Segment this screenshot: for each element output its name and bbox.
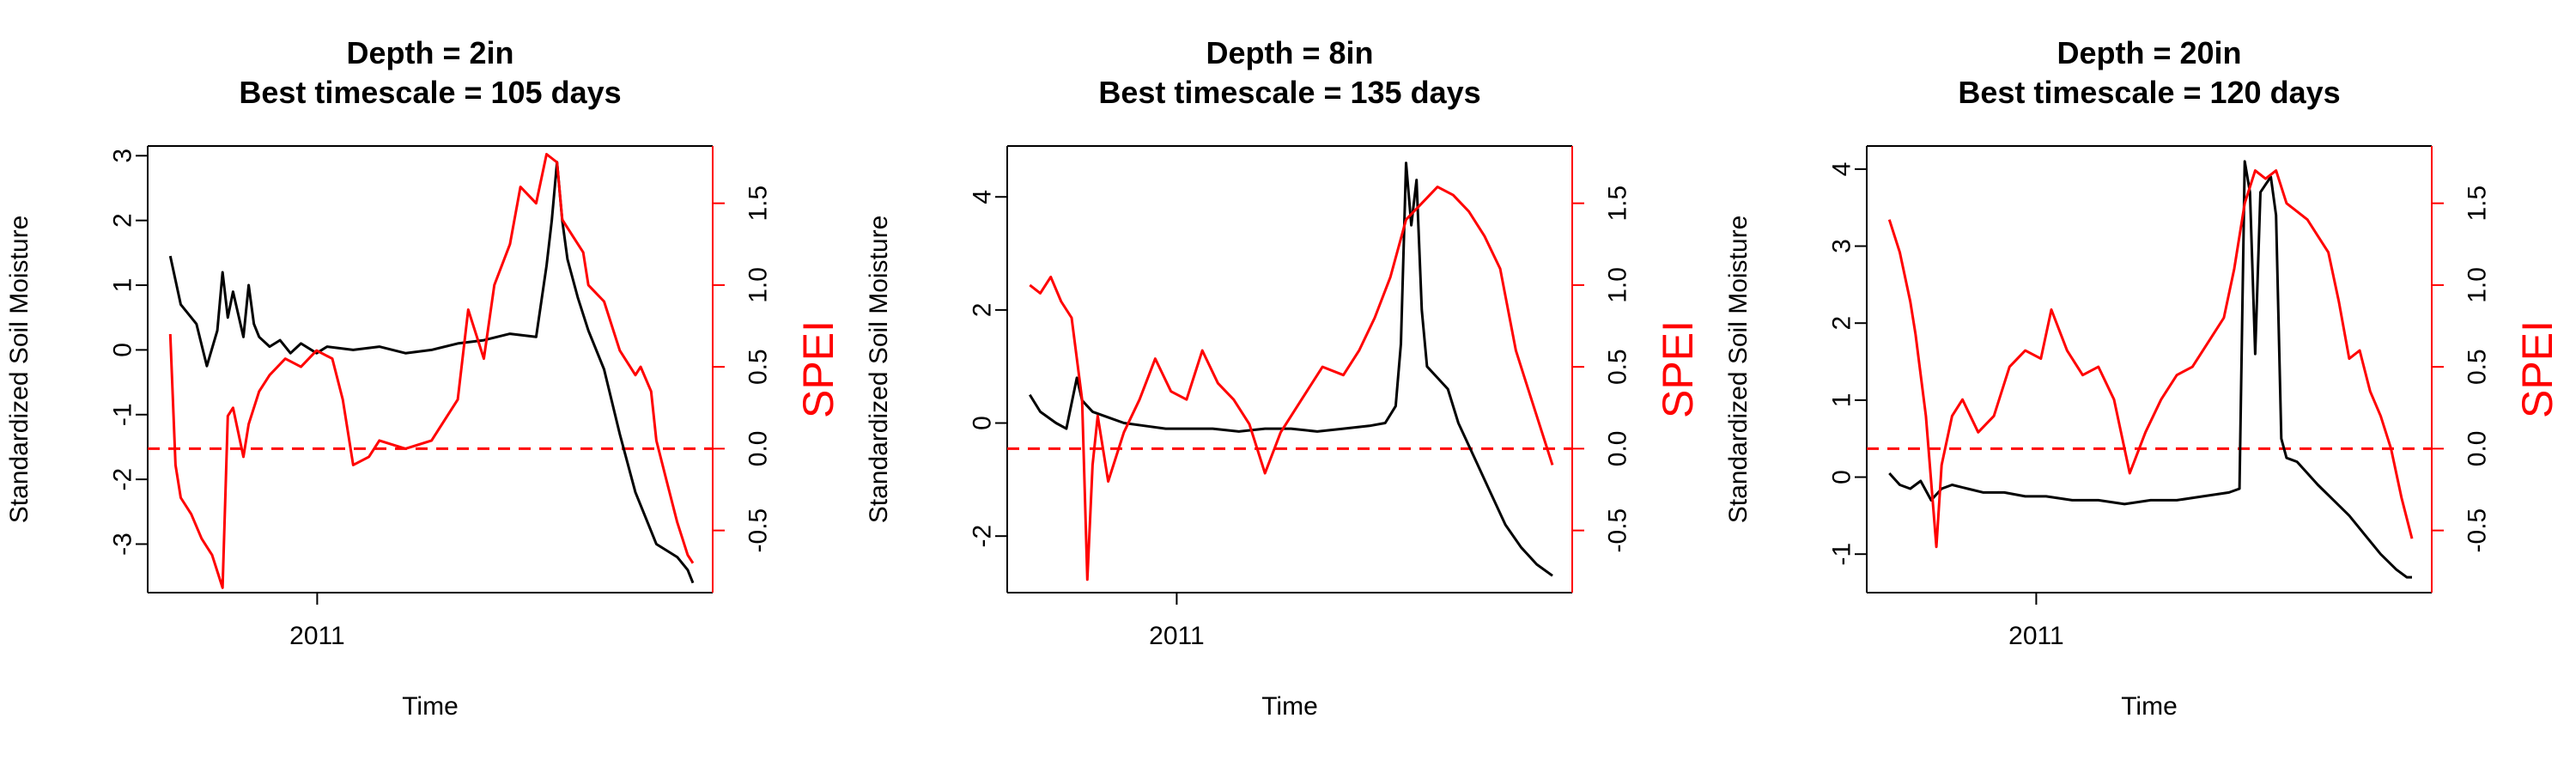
- y-tick-label-left: 4: [1828, 162, 1856, 177]
- y-axis-label-right: SPEI: [1654, 320, 1702, 418]
- y-tick-label-left: 3: [109, 149, 137, 163]
- y-axis-label-right: SPEI: [2513, 320, 2561, 418]
- y-tick-label-left: 3: [1828, 239, 1856, 253]
- chart-panel-2: Depth = 8in Best timescale = 135 days -2 0 2…: [865, 35, 1702, 721]
- chart-title-line: Best timescale = 105 days: [239, 75, 621, 110]
- soil-moisture-series-line: [1029, 161, 1553, 577]
- y-tick-label-right: 1.5: [2464, 186, 2492, 222]
- y-axis-label-left: Standardized Soil Moisture: [1724, 216, 1753, 524]
- y-tick-label-left: 0: [969, 416, 997, 430]
- chart-title-line: Depth = 20in: [2057, 35, 2241, 70]
- y-tick-label-left: 0: [109, 343, 137, 357]
- y-tick-label-right: 0.0: [1604, 431, 1632, 467]
- y-tick-label-right: 0.0: [744, 431, 773, 467]
- spei-series-line: [1887, 169, 2414, 549]
- chart-panel-3: Depth = 20in Best timescale = 120 days -1 0…: [1724, 35, 2561, 721]
- chart-title-line: Depth = 2in: [346, 35, 513, 70]
- y-axis-label-right: SPEI: [794, 320, 842, 418]
- y-tick-label-left: -3: [109, 533, 137, 556]
- x-axis-label: Time: [2121, 692, 2178, 721]
- spei-series-line: [1029, 186, 1554, 581]
- y-tick-label-left: 2: [109, 213, 137, 228]
- x-axis-label: Time: [402, 692, 459, 721]
- y-tick-label-right: 0.5: [2464, 349, 2492, 385]
- spei-series-line: [168, 153, 695, 589]
- y-tick-label-left: 4: [969, 190, 997, 204]
- y-tick-label-right: -0.5: [744, 508, 773, 553]
- y-axis-label-left: Standardized Soil Moisture: [5, 216, 33, 524]
- chart-title-line: Depth = 8in: [1206, 35, 1373, 70]
- y-tick-label-left: 1: [1828, 393, 1856, 408]
- x-axis-label: Time: [1261, 692, 1318, 721]
- x-tick-label: 2011: [289, 622, 345, 650]
- y-tick-label-right: 1.5: [744, 186, 773, 222]
- y-tick-label-right: 1.5: [1604, 186, 1632, 222]
- chart-panel-1: Depth = 2in Best timescale = 105 days -3 -2…: [5, 35, 842, 721]
- y-tick-label-left: 1: [109, 278, 137, 293]
- chart-title-line: Best timescale = 120 days: [1958, 75, 2340, 110]
- y-tick-label-right: 1.0: [1604, 267, 1632, 303]
- y-tick-label-left: -2: [109, 468, 137, 491]
- y-tick-label-right: 0.0: [2464, 431, 2492, 467]
- y-tick-label-left: 0: [1828, 470, 1856, 484]
- y-tick-label-right: 0.5: [744, 349, 773, 385]
- y-tick-label-right: -0.5: [2464, 508, 2492, 553]
- y-tick-label-right: 1.0: [2464, 267, 2492, 303]
- y-tick-label-left: -1: [109, 403, 137, 426]
- x-tick-label: 2011: [2008, 622, 2064, 650]
- y-tick-label-right: -0.5: [1604, 508, 1632, 553]
- soil-moisture-series-line: [168, 161, 695, 584]
- y-axis-label-left: Standardized Soil Moisture: [865, 216, 893, 524]
- y-tick-label-left: 2: [1828, 316, 1856, 331]
- y-tick-label-left: -1: [1828, 543, 1856, 566]
- soil-moisture-series-line: [1888, 160, 2412, 579]
- chart-title-line: Best timescale = 135 days: [1098, 75, 1480, 110]
- y-tick-label-right: 0.5: [1604, 349, 1632, 385]
- y-tick-label-right: 1.0: [744, 267, 773, 303]
- x-tick-label: 2011: [1149, 622, 1205, 650]
- y-tick-label-left: -2: [969, 525, 997, 548]
- y-tick-label-left: 2: [969, 303, 997, 318]
